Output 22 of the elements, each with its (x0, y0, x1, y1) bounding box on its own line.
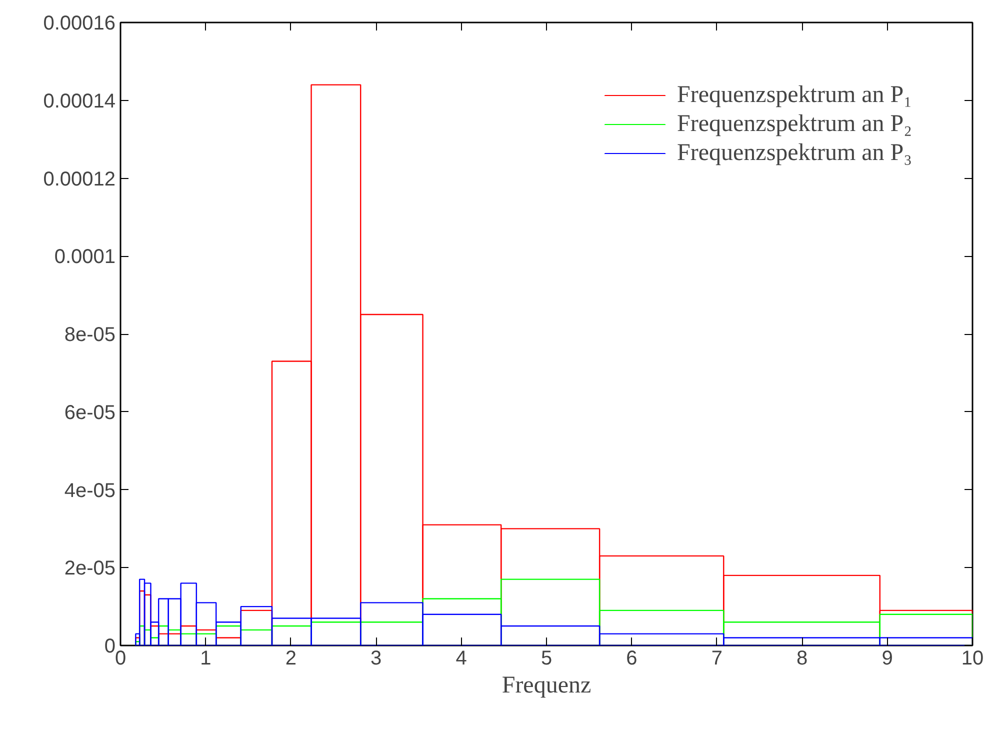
x-tick-label: 6 (626, 648, 638, 670)
y-tick-label: 6e-05 (64, 402, 116, 424)
legend-label: Frequenzspektrum an P₂ (677, 111, 912, 138)
x-tick-label: 9 (882, 648, 893, 670)
x-tick-label: 8 (796, 648, 808, 670)
x-tick-label: 3 (370, 648, 382, 670)
x-tick-label: 7 (711, 648, 722, 670)
legend-label: Frequenzspektrum an P₃ (677, 140, 912, 167)
x-tick-label: 1 (200, 648, 212, 670)
x-tick-label: 2 (285, 648, 296, 670)
y-tick-label: 2e-05 (64, 558, 116, 580)
y-tick-label: 0.00014 (43, 90, 116, 112)
x-tick-label: 10 (961, 648, 984, 670)
y-tick-label: 0.0001 (54, 246, 116, 268)
legend-label: Frequenzspektrum an P₁ (677, 82, 912, 109)
y-tick-label: 8e-05 (64, 324, 116, 346)
x-tick-label: 4 (456, 648, 467, 670)
y-tick-label: 4e-05 (64, 480, 116, 502)
y-tick-label: 0.00016 (43, 12, 116, 34)
y-tick-label: 0.00012 (43, 168, 116, 190)
x-tick-label: 5 (540, 648, 552, 670)
x-axis-title: Frequenz (502, 672, 592, 698)
